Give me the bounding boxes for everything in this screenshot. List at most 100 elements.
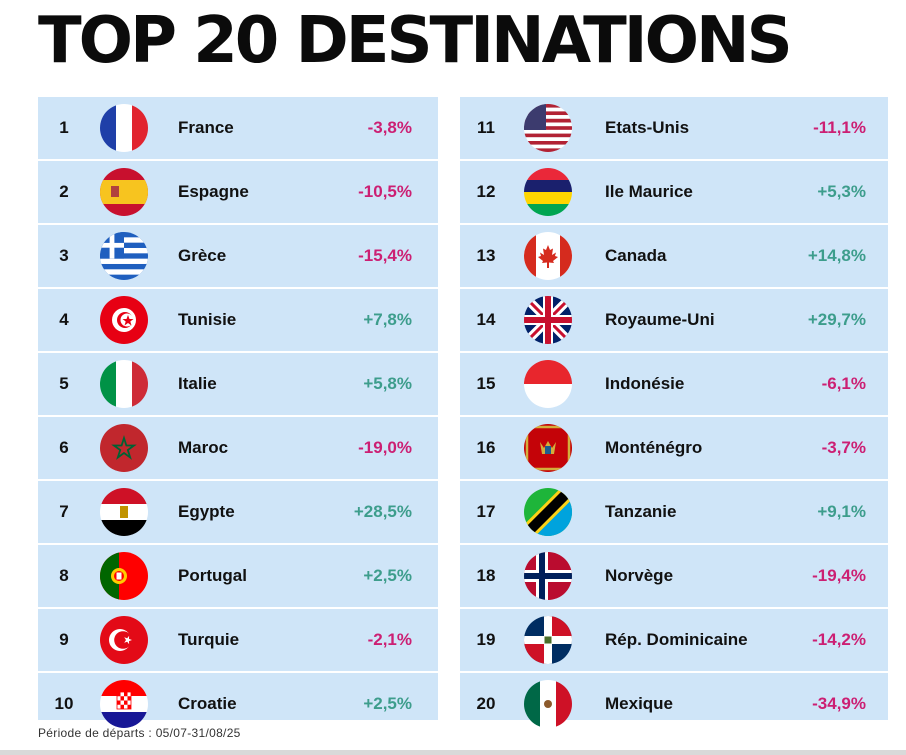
- rank-number: 20: [476, 694, 496, 713]
- country-name: Ile Maurice: [605, 182, 693, 201]
- mauritius-flag-icon: [524, 168, 572, 216]
- change-percentage: -34,9%: [812, 694, 866, 713]
- rank-number: 2: [59, 182, 69, 201]
- rank-number: 15: [476, 374, 496, 393]
- destination-row: 4 Tunisie +7,8%: [38, 289, 438, 351]
- row-divider: [460, 607, 888, 609]
- rank-number: 5: [59, 374, 69, 393]
- country-name: Espagne: [178, 182, 249, 201]
- rank-number: 8: [59, 566, 69, 585]
- change-percentage: +2,5%: [363, 566, 412, 585]
- row-divider: [460, 479, 888, 481]
- dominican-republic-flag-icon: [524, 616, 572, 664]
- row-divider: [38, 607, 438, 609]
- rank-number: 19: [476, 630, 496, 649]
- rank-number: 12: [476, 182, 496, 201]
- country-name: Tunisie: [178, 310, 237, 329]
- destination-row: 1 France -3,8%: [38, 97, 438, 159]
- country-name: Tanzanie: [605, 502, 677, 521]
- row-divider: [460, 287, 888, 289]
- portugal-flag-icon: [100, 552, 148, 600]
- destination-row: 6 Maroc -19,0%: [38, 417, 438, 479]
- destination-row: 13 Canada +14,8%: [460, 225, 888, 287]
- destination-row: 11 Etats-Unis -11,1%: [460, 97, 888, 159]
- italy-flag-icon: [100, 360, 148, 408]
- rank-number: 13: [476, 246, 496, 265]
- change-percentage: -6,1%: [821, 374, 866, 393]
- destination-row: 9 Turquie -2,1%: [38, 609, 438, 671]
- page-title: TOP 20 DESTINATIONS: [38, 4, 793, 78]
- country-name: France: [178, 118, 234, 137]
- country-name: Rép. Dominicaine: [605, 630, 748, 649]
- ranking-panel-1-10: 1 France -3,8% 2 Espagne -10,5% 3 Grèce -15,4% 4 T…: [38, 97, 438, 728]
- change-percentage: -3,7%: [821, 438, 866, 457]
- change-percentage: -10,5%: [358, 182, 412, 201]
- row-divider: [460, 671, 888, 673]
- destination-row: 8 Portugal +2,5%: [38, 545, 438, 607]
- rank-number: 18: [476, 566, 496, 585]
- rank-number: 1: [59, 118, 69, 137]
- row-divider: [38, 351, 438, 353]
- destination-row: 15 Indonésie -6,1%: [460, 353, 888, 415]
- croatia-flag-icon: [100, 680, 148, 728]
- country-name: Indonésie: [605, 374, 685, 393]
- country-name: Maroc: [178, 438, 229, 457]
- row-divider: [38, 479, 438, 481]
- country-name: Croatie: [178, 694, 237, 713]
- change-percentage: +5,8%: [363, 374, 412, 393]
- destination-row: 17 Tanzanie +9,1%: [460, 481, 888, 543]
- country-name: Norvège: [605, 566, 674, 585]
- row-divider: [38, 671, 438, 673]
- row-divider: [38, 543, 438, 545]
- row-divider: [460, 223, 888, 225]
- country-name: Italie: [178, 374, 217, 393]
- spain-flag-icon: [100, 168, 148, 216]
- row-divider: [38, 287, 438, 289]
- rank-number: 17: [476, 502, 496, 521]
- country-name: Royaume-Uni: [605, 310, 715, 329]
- tunisia-flag-icon: [100, 296, 148, 344]
- destination-row: 14 Royaume-Uni +29,7%: [460, 289, 888, 351]
- row-divider: [460, 415, 888, 417]
- rank-number: 9: [59, 630, 69, 649]
- bottom-divider: [0, 750, 906, 755]
- montenegro-flag-icon: [524, 424, 572, 472]
- rank-number: 3: [59, 246, 69, 265]
- destination-row: 12 Ile Maurice +5,3%: [460, 161, 888, 223]
- change-percentage: -2,1%: [367, 630, 412, 649]
- period-footnote: Période de départs : 05/07-31/08/25: [38, 726, 241, 740]
- destination-row: 5 Italie +5,8%: [38, 353, 438, 415]
- indonesia-flag-icon: [524, 360, 572, 408]
- rank-number: 6: [59, 438, 69, 457]
- country-name: Grèce: [178, 246, 227, 265]
- uk-flag-icon: [524, 296, 572, 344]
- row-divider: [38, 415, 438, 417]
- change-percentage: -3,8%: [367, 118, 412, 137]
- change-percentage: +29,7%: [807, 310, 866, 329]
- norway-flag-icon: [524, 552, 572, 600]
- change-percentage: -19,4%: [812, 566, 866, 585]
- morocco-flag-icon: [100, 424, 148, 472]
- change-percentage: +9,1%: [817, 502, 866, 521]
- country-name: Portugal: [178, 566, 247, 585]
- destination-row: 2 Espagne -10,5%: [38, 161, 438, 223]
- usa-flag-icon: [524, 104, 572, 152]
- change-percentage: +28,5%: [353, 502, 412, 521]
- rank-number: 14: [476, 310, 496, 329]
- destination-row: 20 Mexique -34,9%: [460, 673, 888, 735]
- rank-number: 7: [59, 502, 69, 521]
- change-percentage: +2,5%: [363, 694, 412, 713]
- destination-row: 18 Norvège -19,4%: [460, 545, 888, 607]
- destination-row: 19 Rép. Dominicaine -14,2%: [460, 609, 888, 671]
- row-divider: [38, 223, 438, 225]
- country-name: Mexique: [605, 694, 674, 713]
- mexico-flag-icon: [524, 680, 572, 728]
- rank-number: 10: [54, 694, 74, 713]
- greece-flag-icon: [100, 232, 148, 280]
- tanzania-flag-icon: [524, 488, 572, 536]
- ranking-panel-11-20: 11 Etats-Unis -11,1% 12 Ile Maurice +5,3% 13 Ca…: [460, 97, 888, 728]
- rank-number: 4: [59, 310, 69, 329]
- destination-row: 3 Grèce -15,4%: [38, 225, 438, 287]
- change-percentage: +7,8%: [363, 310, 412, 329]
- change-percentage: +14,8%: [807, 246, 866, 265]
